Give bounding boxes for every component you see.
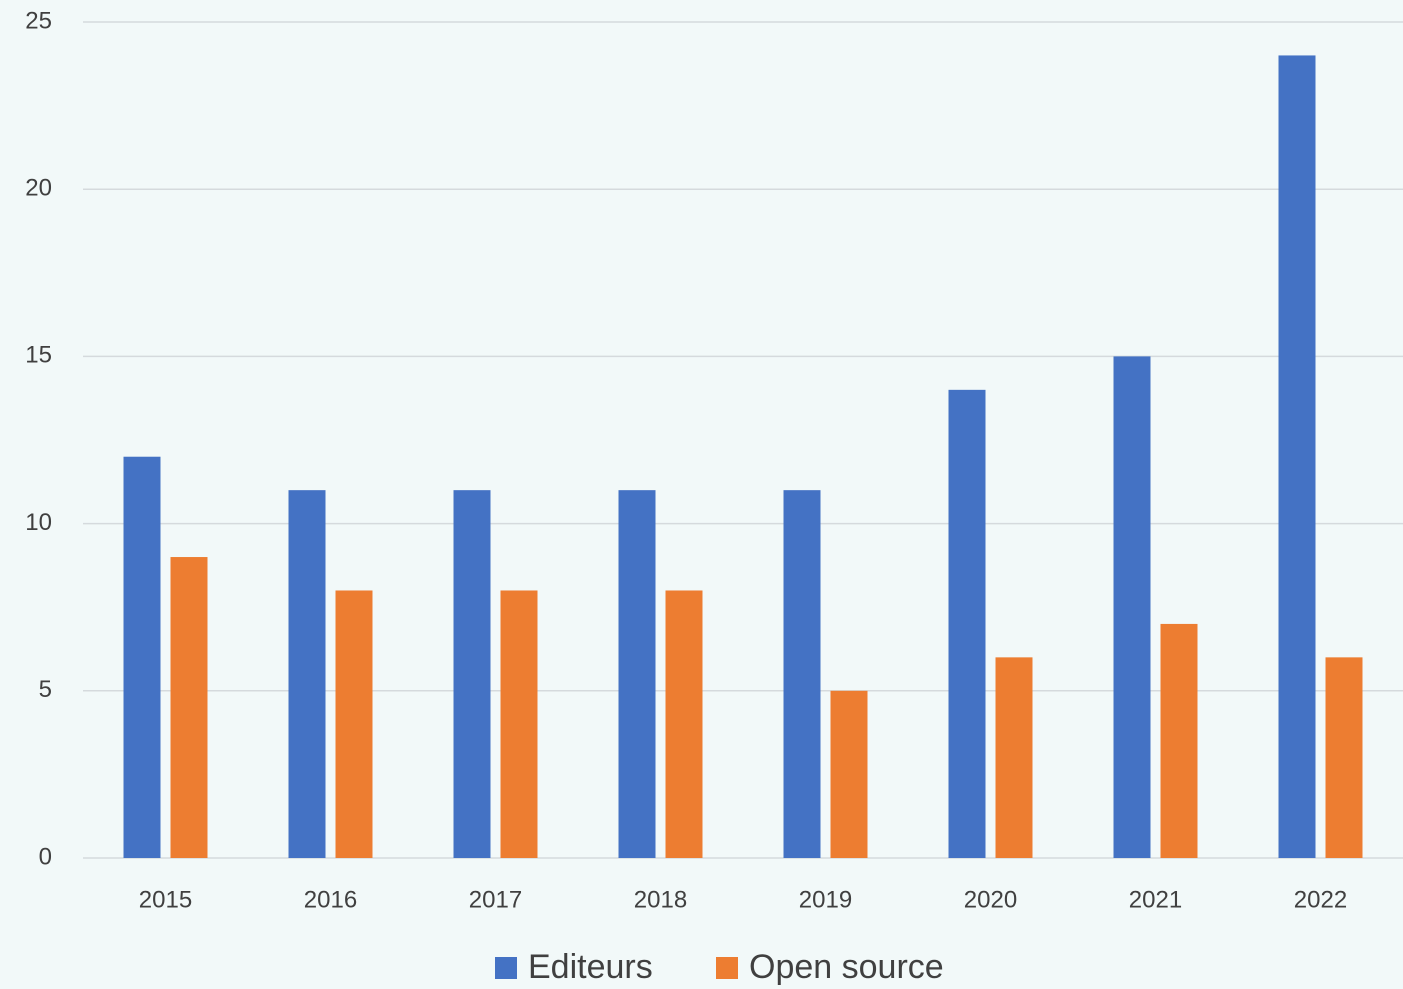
x-tick-label: 2015	[139, 886, 192, 913]
bar	[1113, 356, 1151, 858]
bar	[995, 657, 1033, 858]
bar	[500, 590, 538, 858]
bar	[288, 490, 326, 858]
bar	[1160, 623, 1198, 858]
legend-label: Editeurs	[528, 948, 653, 986]
x-tick-label: 2019	[799, 886, 852, 913]
x-tick-label: 2016	[304, 886, 357, 913]
bar	[1278, 55, 1316, 858]
y-tick-label: 15	[25, 342, 52, 369]
legend-label: Open source	[749, 948, 944, 986]
x-tick-label: 2021	[1129, 886, 1182, 913]
bar	[170, 557, 208, 858]
bar	[453, 490, 491, 858]
bar	[123, 456, 161, 858]
y-tick-label: 25	[25, 7, 52, 34]
bar	[830, 690, 868, 858]
y-tick-label: 20	[25, 175, 52, 202]
x-tick-label: 2018	[634, 886, 687, 913]
bar	[665, 590, 703, 858]
bar	[1325, 657, 1363, 858]
x-tick-label: 2022	[1294, 886, 1347, 913]
x-tick-label: 2017	[469, 886, 522, 913]
legend-swatch	[716, 957, 738, 979]
bar	[335, 590, 373, 858]
y-tick-label: 0	[39, 843, 52, 870]
bar	[618, 490, 656, 858]
y-tick-label: 10	[25, 509, 52, 536]
x-tick-label: 2020	[964, 886, 1017, 913]
bar	[783, 490, 821, 858]
bar	[948, 389, 986, 858]
y-tick-label: 5	[39, 676, 52, 703]
legend-swatch	[495, 957, 517, 979]
